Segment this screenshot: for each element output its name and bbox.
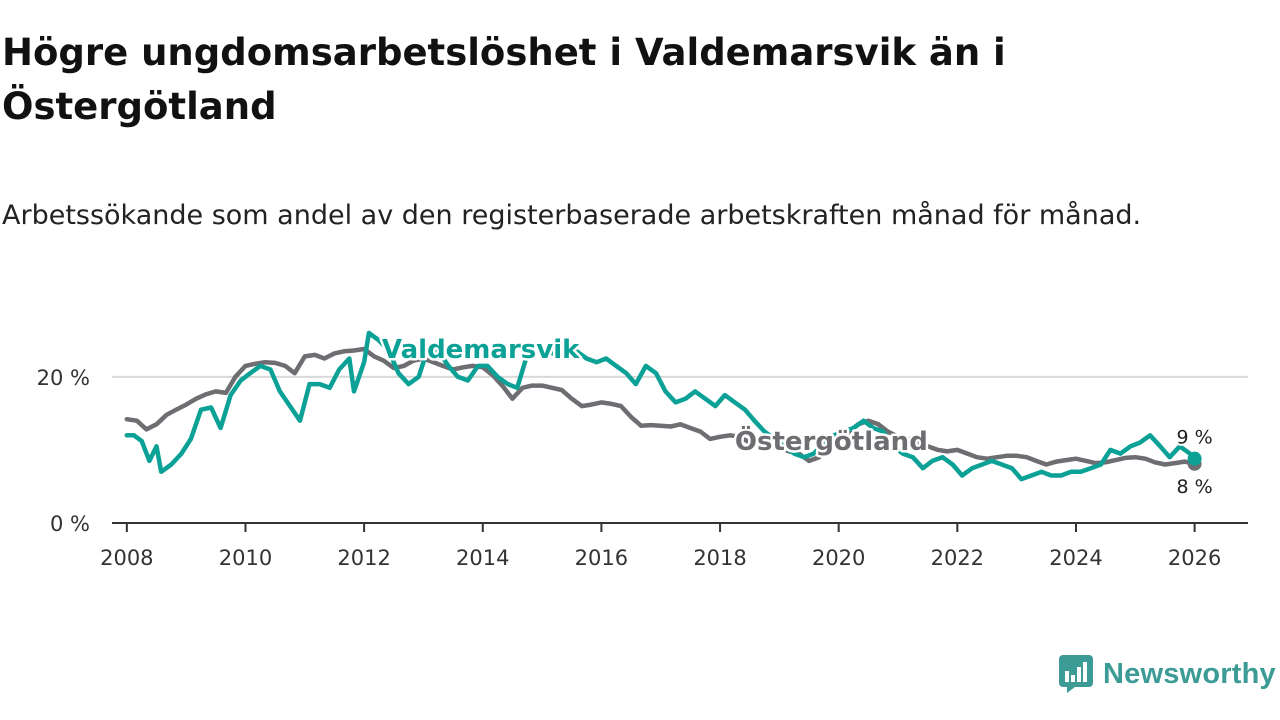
gridlines: 0 % 20 %: [37, 366, 1248, 536]
x-tick-label: 2020: [812, 546, 865, 570]
x-tick-label: 2014: [456, 546, 509, 570]
series-label-valdemarsvik: Valdemarsvik: [382, 335, 580, 365]
x-tick-label: 2018: [693, 546, 746, 570]
series-label-ostergotland: Östergötland: [735, 424, 928, 457]
series-line-valdemarsvik: [124, 330, 1197, 482]
newsworthy-logo-text: Newsworthy: [1103, 657, 1276, 690]
y-tick-label: 0 %: [50, 512, 90, 536]
end-label-valdemarsvik: 9 %: [1177, 427, 1213, 449]
x-tick-label: 2008: [100, 546, 153, 570]
newsworthy-logo-icon: [1059, 655, 1093, 693]
series-line--sterg-tland: [124, 346, 1197, 467]
x-tick-label: 2010: [219, 546, 272, 570]
chart-title: Högre ungdomsarbetslöshet i Valdemarsvik…: [2, 31, 1006, 128]
x-tick-label: 2016: [575, 546, 628, 570]
y-tick-label: 20 %: [37, 366, 90, 390]
series-lines: [124, 330, 1197, 482]
end-marker-valdemarsvik: [1187, 451, 1202, 466]
chart-subtitle: Arbetssökande som andel av den registerb…: [2, 200, 1142, 231]
x-tick-label: 2012: [337, 546, 390, 570]
x-tick-label: 2026: [1168, 546, 1221, 570]
x-tick-label: 2022: [931, 546, 984, 570]
end-label-ostergotland: 8 %: [1177, 476, 1213, 498]
x-axis: 2008 2010 2012 2014 2016 2018 2020 2022 2024 2026: [100, 522, 1248, 570]
x-tick-label: 2024: [1049, 546, 1102, 570]
series-labels: Valdemarsvik Östergötland 9 % 8 %: [379, 332, 1214, 499]
newsworthy-logo: Newsworthy: [1059, 654, 1276, 694]
